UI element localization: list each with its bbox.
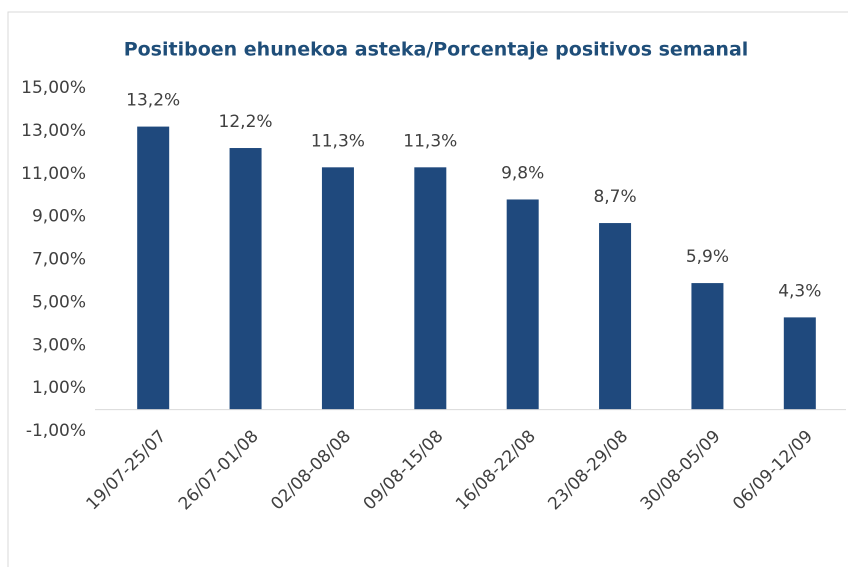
- value-label: 5,9%: [686, 247, 729, 267]
- y-tick-label: 9,00%: [32, 207, 86, 227]
- bar: [599, 223, 632, 410]
- x-tick-label: 16/08-22/08: [452, 426, 540, 514]
- y-tick-label: 13,00%: [21, 121, 86, 141]
- value-label: 4,3%: [778, 281, 821, 301]
- y-tick-label: 5,00%: [32, 292, 86, 312]
- y-tick-label: 3,00%: [32, 335, 86, 355]
- y-tick-label: 1,00%: [32, 378, 86, 398]
- bar: [321, 167, 354, 410]
- chart-title: Positiboen ehunekoa asteka/Porcentaje po…: [124, 39, 749, 61]
- value-label: 13,2%: [126, 91, 180, 111]
- x-tick-label: 23/08-29/08: [544, 426, 632, 514]
- y-tick-label: 11,00%: [21, 164, 86, 184]
- y-tick-label: -1,00%: [26, 421, 86, 441]
- bar: [506, 199, 539, 410]
- bar: [137, 126, 170, 410]
- bar: [691, 283, 724, 410]
- value-label: 12,2%: [219, 112, 273, 132]
- bar: [229, 148, 262, 410]
- bar: [414, 167, 447, 410]
- x-tick-label: 09/08-15/08: [360, 426, 448, 514]
- x-tick-label: 26/07-01/08: [175, 426, 263, 514]
- value-label: 9,8%: [501, 163, 544, 183]
- chart-frame: [7, 11, 848, 567]
- value-label: 11,3%: [403, 131, 457, 151]
- value-label: 8,7%: [593, 187, 636, 207]
- x-tick-label: 30/08-05/09: [637, 426, 725, 514]
- y-tick-label: 7,00%: [32, 250, 86, 270]
- bar: [783, 317, 816, 410]
- y-tick-label: 15,00%: [21, 78, 86, 98]
- x-tick-label: 02/08-08/08: [267, 426, 355, 514]
- x-tick-label: 19/07-25/07: [82, 426, 170, 514]
- x-tick-label: 06/09-12/09: [729, 426, 817, 514]
- value-label: 11,3%: [311, 131, 365, 151]
